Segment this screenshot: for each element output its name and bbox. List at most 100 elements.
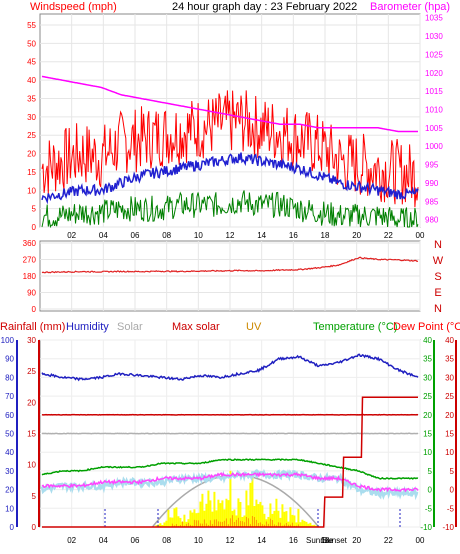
direction-tick-label: 360 bbox=[23, 239, 37, 248]
wind-tick-label: 30 bbox=[27, 113, 36, 122]
baro-legend: Barometer (hpa) bbox=[370, 1, 450, 13]
humidity-tick-label: 100 bbox=[1, 336, 15, 345]
legend-item: Humidity bbox=[66, 321, 109, 333]
dewpoint-tick-label: 10 bbox=[445, 448, 454, 457]
temp-humidity-series bbox=[40, 353, 419, 528]
direction-tick-label: 180 bbox=[23, 272, 37, 281]
temp-tick-label: 5 bbox=[428, 467, 433, 476]
x-tick-label: 02 bbox=[67, 536, 76, 545]
baro-tick-label: 980 bbox=[425, 216, 439, 225]
compass-letter: N bbox=[434, 303, 442, 315]
humidity-tick-label: 10 bbox=[5, 504, 14, 513]
humidity-tick-label: 30 bbox=[5, 467, 14, 476]
baro-tick-label: 1000 bbox=[425, 142, 443, 151]
x-tick-label: 12 bbox=[226, 536, 235, 545]
dewpoint-tick-label: 20 bbox=[445, 411, 454, 420]
x-tick-label: 04 bbox=[99, 536, 108, 545]
wind-axis-ticks: 0510152025303540455055980985990995100010… bbox=[27, 14, 443, 240]
wind-tick-label: 25 bbox=[27, 131, 36, 140]
rain-tick-label: 0 bbox=[32, 523, 37, 532]
legend-item: Temperature (°C) bbox=[313, 321, 397, 333]
rain-tick-label: 30 bbox=[27, 336, 36, 345]
baro-tick-label: 1015 bbox=[425, 87, 443, 96]
solar-area bbox=[104, 470, 401, 528]
wind-x-tick-label: 16 bbox=[289, 231, 298, 240]
wind-tick-label: 0 bbox=[32, 223, 37, 232]
x-tick-label: 08 bbox=[162, 536, 171, 545]
temp-tick-label: 15 bbox=[423, 430, 432, 439]
bottom-legend: Rainfall (mm) Humidity Solar Max solar UV Tem… bbox=[0, 321, 460, 333]
rain-tick-label: 20 bbox=[27, 398, 36, 407]
dewpoint-tick-label: 30 bbox=[445, 373, 454, 382]
baro-tick-label: 1025 bbox=[425, 50, 443, 59]
wind-direction-line bbox=[41, 256, 419, 274]
legend-item: Max solar bbox=[172, 321, 220, 333]
temp-tick-label: 30 bbox=[423, 373, 432, 382]
dewpoint-tick-label: 25 bbox=[445, 392, 454, 401]
compass-letter: N bbox=[434, 239, 442, 251]
direction-tick-label: 270 bbox=[23, 256, 37, 265]
humidity-tick-label: 0 bbox=[10, 523, 15, 532]
humidity-line bbox=[41, 353, 419, 382]
baro-tick-label: 1035 bbox=[425, 14, 443, 23]
x-tick-label: 18 bbox=[321, 536, 330, 545]
humidity-tick-label: 50 bbox=[5, 430, 14, 439]
temp-tick-label: 25 bbox=[423, 392, 432, 401]
temperature-line bbox=[41, 458, 419, 480]
wind-x-tick-label: 10 bbox=[194, 231, 203, 240]
baro-tick-label: 990 bbox=[425, 179, 439, 188]
wind-tick-label: 5 bbox=[32, 205, 37, 214]
temp-tick-label: 35 bbox=[423, 355, 432, 364]
baro-tick-label: 995 bbox=[425, 161, 439, 170]
temp-axis-ticks: -10 -10 -5 -5 0 0 5 5 10 10 15 15 20 20 25 25 30 30 35 35 40… bbox=[1, 336, 457, 532]
humidity-tick-label: 40 bbox=[5, 448, 14, 457]
rain-tick-label: 15 bbox=[27, 430, 36, 439]
x-tick-label: 06 bbox=[131, 536, 140, 545]
dewpoint-tick-label: -5 bbox=[447, 504, 455, 513]
dewpoint-tick-label: 40 bbox=[445, 336, 454, 345]
temp-tick-label: 20 bbox=[423, 411, 432, 420]
direction-tick-label: 90 bbox=[27, 289, 36, 298]
baro-tick-label: 985 bbox=[425, 197, 439, 206]
dewpoint-tick-label: 15 bbox=[445, 430, 454, 439]
dewpoint-tick-label: -10 bbox=[442, 523, 454, 532]
wind-tick-label: 15 bbox=[27, 168, 36, 177]
dewpoint-tick-label: 35 bbox=[445, 355, 454, 364]
humidity-tick-label: 70 bbox=[5, 392, 14, 401]
wind-tick-label: 10 bbox=[27, 186, 36, 195]
humidity-tick-label: 80 bbox=[5, 373, 14, 382]
x-tick-label: 16 bbox=[289, 536, 298, 545]
temp-tick-label: 40 bbox=[423, 336, 432, 345]
wind-average-line bbox=[41, 152, 419, 205]
direction-gridlines bbox=[40, 241, 421, 311]
direction-tick-label: 0 bbox=[32, 305, 37, 314]
wind-x-tick-label: 04 bbox=[99, 231, 108, 240]
compass-letter: S bbox=[434, 271, 441, 283]
wind-low-line bbox=[41, 190, 419, 229]
wind-x-tick-label: 14 bbox=[257, 231, 266, 240]
legend-item: Solar bbox=[117, 321, 143, 333]
temp-tick-label: 0 bbox=[428, 486, 433, 495]
wind-x-tick-label: 22 bbox=[384, 231, 393, 240]
humidity-tick-label: 90 bbox=[5, 355, 14, 364]
legend-item: Dew Point (°C) bbox=[393, 321, 460, 333]
wind-x-tick-label: 02 bbox=[67, 231, 76, 240]
humidity-tick-label: 60 bbox=[5, 411, 14, 420]
compass-letter: E bbox=[434, 287, 441, 299]
temp-tick-label: -10 bbox=[420, 523, 432, 532]
wind-legend: Windspeed (mph) bbox=[30, 1, 117, 13]
rain-tick-label: 5 bbox=[32, 492, 37, 501]
direction-axis-ticks: 0 90 180 270 360 bbox=[23, 239, 37, 314]
wind-tick-label: 20 bbox=[27, 150, 36, 159]
sunrise-label: Sunrise bbox=[306, 536, 334, 545]
wind-x-tick-label: 12 bbox=[226, 231, 235, 240]
dewpoint-tick-label: 0 bbox=[450, 486, 455, 495]
dewpoint-tick-label: 5 bbox=[450, 467, 455, 476]
legend-item: UV bbox=[246, 321, 262, 333]
x-tick-label: 22 bbox=[384, 536, 393, 545]
baro-tick-label: 1010 bbox=[425, 105, 443, 114]
wind-tick-label: 50 bbox=[27, 39, 36, 48]
windspeed-line bbox=[41, 90, 419, 208]
